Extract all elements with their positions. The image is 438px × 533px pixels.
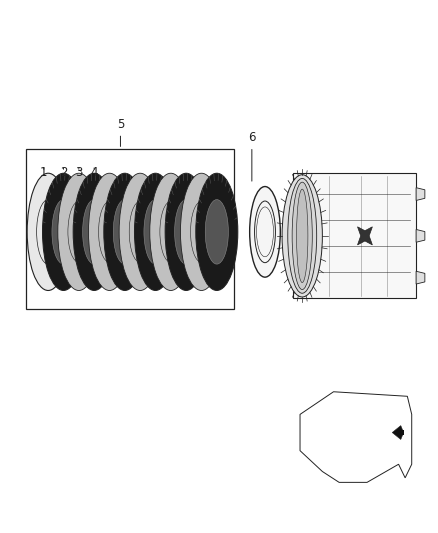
Polygon shape <box>416 188 425 200</box>
Ellipse shape <box>58 173 100 290</box>
Ellipse shape <box>288 179 317 293</box>
Polygon shape <box>293 173 416 298</box>
Ellipse shape <box>104 173 146 290</box>
Ellipse shape <box>282 175 322 297</box>
Ellipse shape <box>250 187 280 277</box>
Ellipse shape <box>52 199 75 264</box>
Text: 4: 4 <box>90 166 98 179</box>
Text: 2: 2 <box>60 166 67 179</box>
Polygon shape <box>357 227 372 245</box>
Ellipse shape <box>134 173 177 290</box>
Text: 3: 3 <box>75 166 82 179</box>
Ellipse shape <box>165 173 207 290</box>
Ellipse shape <box>119 173 161 290</box>
Ellipse shape <box>180 173 223 290</box>
Ellipse shape <box>129 201 151 262</box>
Ellipse shape <box>73 173 115 290</box>
Ellipse shape <box>292 182 312 289</box>
Ellipse shape <box>196 173 238 290</box>
Polygon shape <box>416 229 425 242</box>
Ellipse shape <box>37 199 60 264</box>
Ellipse shape <box>88 173 131 290</box>
Ellipse shape <box>191 201 212 262</box>
Ellipse shape <box>42 173 85 290</box>
Polygon shape <box>392 425 403 439</box>
Text: 5: 5 <box>117 118 124 147</box>
Ellipse shape <box>297 189 308 282</box>
Ellipse shape <box>175 199 198 264</box>
Ellipse shape <box>160 201 182 262</box>
Ellipse shape <box>83 199 106 264</box>
Text: 1: 1 <box>40 166 48 179</box>
Ellipse shape <box>254 201 276 263</box>
Text: 6: 6 <box>248 131 256 181</box>
Ellipse shape <box>113 199 136 264</box>
Ellipse shape <box>68 201 90 262</box>
Ellipse shape <box>27 173 69 290</box>
Ellipse shape <box>257 207 273 257</box>
Ellipse shape <box>144 199 167 264</box>
Polygon shape <box>399 431 403 434</box>
Ellipse shape <box>150 173 192 290</box>
Ellipse shape <box>205 199 228 264</box>
Polygon shape <box>416 271 425 284</box>
Ellipse shape <box>99 201 120 262</box>
